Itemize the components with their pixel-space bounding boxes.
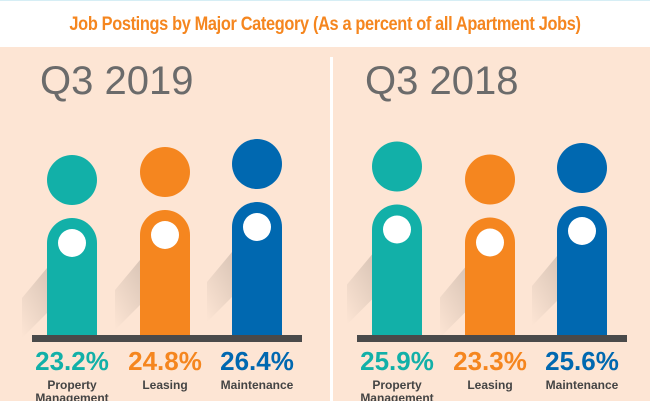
category-label: Management bbox=[35, 391, 108, 401]
white-dot bbox=[151, 221, 179, 249]
baseline-bar bbox=[357, 335, 627, 342]
body-bar bbox=[372, 204, 422, 335]
person-figure-property-management bbox=[22, 155, 97, 338]
value-label: 24.8% bbox=[128, 346, 202, 376]
head bbox=[372, 141, 422, 192]
head bbox=[465, 154, 515, 205]
value-label: 25.9% bbox=[360, 346, 434, 376]
white-dot bbox=[58, 229, 86, 257]
panel-title: Q3 2018 bbox=[365, 59, 519, 103]
person-figure-maintenance bbox=[207, 139, 282, 335]
head bbox=[47, 155, 97, 205]
category-label: Property bbox=[372, 378, 422, 392]
chart-title: Job Postings by Major Category (As a per… bbox=[69, 14, 581, 35]
person-figure-maintenance bbox=[532, 143, 607, 335]
body-bar bbox=[232, 202, 282, 335]
panel-q3-2019: Q3 2019 23.2% Property Management 24.8% Leas… bbox=[0, 47, 325, 401]
panel-q3-2018: Q3 2018 25.9% Property Management 23.3% Leas… bbox=[325, 47, 650, 401]
top-border bbox=[0, 0, 650, 1]
category-label: Leasing bbox=[467, 378, 512, 392]
person-figure-leasing bbox=[115, 147, 190, 335]
category-label: Leasing bbox=[142, 378, 187, 392]
category-label: Maintenance bbox=[221, 378, 294, 392]
head bbox=[232, 139, 282, 189]
baseline-bar bbox=[32, 335, 302, 342]
value-label: 23.3% bbox=[453, 346, 527, 376]
head bbox=[140, 147, 190, 197]
category-label: Maintenance bbox=[546, 378, 619, 392]
white-dot bbox=[243, 213, 271, 241]
value-label: 25.6% bbox=[545, 346, 619, 376]
white-dot bbox=[568, 217, 596, 245]
person-figure-property-management bbox=[347, 141, 422, 335]
body-bar bbox=[557, 206, 607, 335]
category-label: Property bbox=[47, 378, 97, 392]
panel-title: Q3 2019 bbox=[40, 59, 194, 103]
person-figure-leasing bbox=[440, 154, 515, 338]
head bbox=[557, 143, 607, 193]
category-label: Management bbox=[360, 391, 433, 401]
panel-divider bbox=[330, 57, 333, 401]
white-dot bbox=[383, 215, 411, 244]
white-dot bbox=[476, 228, 504, 257]
value-label: 26.4% bbox=[220, 346, 294, 376]
value-label: 23.2% bbox=[35, 346, 109, 376]
